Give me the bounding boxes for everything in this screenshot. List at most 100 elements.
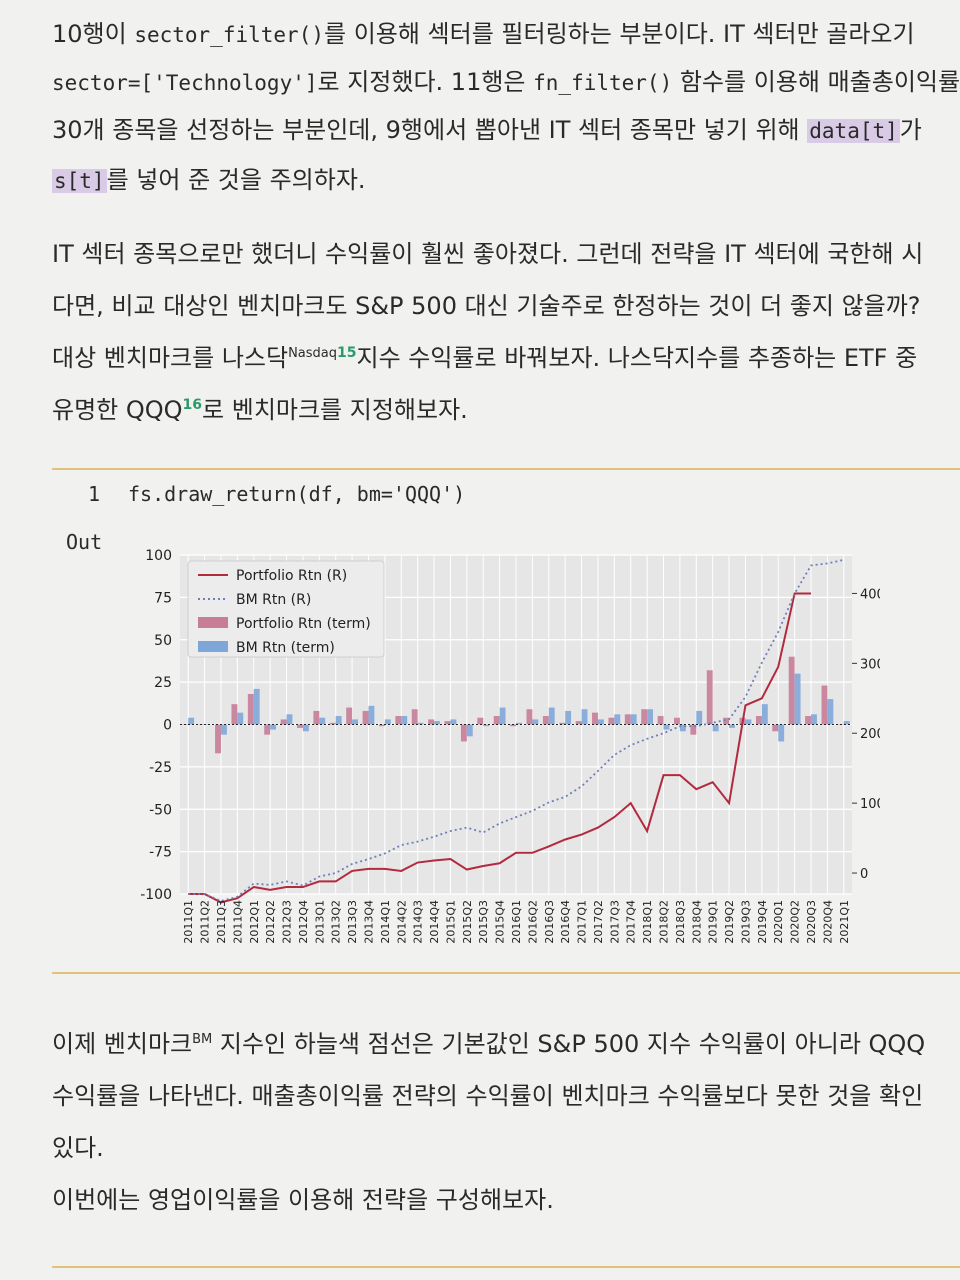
bm-term-bar: [647, 709, 654, 725]
portfolio-term-bar: [346, 707, 353, 725]
bm-term-bar: [319, 717, 326, 725]
bm-term-bar: [237, 712, 244, 725]
x-tick-label: 2014Q2: [395, 900, 408, 944]
x-tick-label: 2017Q2: [592, 900, 605, 944]
x-tick-label: 2011Q1: [182, 900, 195, 944]
y-tick-left: 100: [145, 548, 172, 564]
bm-term-bar: [499, 707, 506, 725]
return-chart: 100 75 50 25 0 -25 -50 -75 -100 400 300 200 100 0 2011…: [140, 548, 880, 944]
y-tick-right: 400: [860, 587, 880, 602]
output-label: Out: [66, 530, 103, 554]
text-span: 로 지정했다. 11행은: [317, 68, 534, 96]
portfolio-term-bar: [231, 704, 238, 725]
code-line: 1 fs.draw_return(df, bm='QQQ'): [88, 482, 465, 506]
x-tick-label: 2013Q2: [330, 900, 343, 944]
portfolio-term-bar: [215, 724, 221, 754]
bm-term-bar: [614, 714, 621, 725]
portfolio-term-bar: [329, 722, 336, 725]
portfolio-term-bar: [624, 714, 631, 725]
page-bottom-rule: [52, 1266, 960, 1268]
x-tick-label: 2017Q1: [576, 900, 589, 944]
bm-term-bar: [188, 717, 195, 725]
text-span: 를 이용해 섹터를 필터링하는 부분이다. IT 섹터만 골라오기: [323, 20, 915, 48]
bm-term-bar: [401, 716, 408, 725]
inline-code-highlight: s[t]: [52, 169, 107, 193]
portfolio-term-bar: [690, 724, 697, 735]
bm-term-bar: [302, 724, 309, 732]
portfolio-term-bar: [608, 717, 615, 725]
x-tick-label: 2016Q1: [510, 900, 523, 944]
portfolio-term-bar: [444, 721, 451, 725]
text-span: 로 벤치마크를 지정해보자.: [202, 396, 468, 424]
portfolio-term-bar: [755, 716, 762, 725]
legend-bar-swatch: [198, 641, 228, 652]
portfolio-return-line: [188, 592, 812, 904]
y-tick-left: 0: [163, 718, 172, 734]
x-tick-label: 2019Q1: [707, 900, 720, 944]
x-tick-label: 2019Q3: [739, 900, 752, 944]
conclusion-line-1: 이제 벤치마크BM 지수인 하늘색 점선은 기본값인 S&P 500 지수 수익…: [52, 1032, 925, 1056]
portfolio-term-bar: [395, 716, 402, 725]
x-tick-label: 2012Q1: [248, 900, 261, 944]
y-tick-left: -50: [149, 802, 172, 818]
x-tick-label: 2016Q4: [559, 900, 572, 944]
bm-term-bar: [729, 724, 735, 728]
bm-term-bar: [483, 724, 490, 727]
bm-term-bar: [450, 719, 457, 725]
inline-code-highlight: data[t]: [807, 119, 900, 143]
portfolio-term-bar: [411, 709, 418, 725]
x-tick-label: 2012Q4: [297, 900, 310, 944]
text-span: 30개 종목을 선정하는 부분인데, 9행에서 뽑아낸 IT 섹터 종목만 넣기…: [52, 116, 808, 144]
bm-term-bar: [663, 724, 670, 730]
x-tick-label: 2011Q2: [199, 900, 212, 944]
line-number: 1: [88, 482, 101, 506]
bm-term-bar: [581, 709, 588, 725]
portfolio-term-bar: [280, 719, 287, 725]
portfolio-term-bar: [674, 717, 680, 725]
x-tick-label: 2014Q1: [379, 900, 392, 944]
text-span: 함수를 이용해 매출총이익률: [672, 68, 960, 96]
bm-term-bar: [417, 722, 424, 725]
portfolio-term-bar: [542, 716, 549, 725]
intro-line-1: 10행이 sector_filter()를 이용해 섹터를 필터링하는 부분이다…: [52, 22, 915, 46]
portfolio-term-bar: [460, 724, 467, 742]
bm-term-bar: [286, 714, 293, 725]
bm-term-bar: [548, 707, 555, 725]
text-span: 를 넣어 준 것을 주의하자.: [106, 166, 366, 194]
footnote-marker: 16: [182, 397, 203, 413]
bm-term-bar: [466, 724, 473, 737]
y-tick-right: 100: [860, 797, 880, 812]
x-tick-label: 2020Q2: [789, 900, 802, 944]
x-tick-label: 2018Q3: [674, 900, 687, 944]
portfolio-term-bar: [297, 724, 303, 728]
legend-label: BM Rtn (R): [236, 592, 311, 608]
x-tick-label: 2013Q1: [313, 900, 326, 944]
x-tick-label: 2014Q3: [412, 900, 425, 944]
bm-term-bar: [597, 719, 604, 725]
code-block-bottom-rule: [52, 972, 960, 974]
superscript: BM: [192, 1032, 213, 1047]
bm-term-bar: [712, 724, 719, 732]
portfolio-term-bar: [772, 724, 779, 732]
portfolio-term-bar: [362, 710, 369, 725]
inline-code: fn_filter(): [533, 71, 673, 95]
portfolio-term-bar: [641, 709, 648, 725]
text-span: 지수 수익률로 바꿔보자. 나스닥지수를 추종하는 ETF 중: [356, 344, 918, 372]
portfolio-term-bar: [805, 716, 812, 725]
next-section-line: 이번에는 영업이익률을 이용해 전략을 구성해보자.: [52, 1186, 554, 1214]
x-tick-label: 2015Q1: [444, 900, 457, 944]
portfolio-term-bar: [559, 722, 566, 725]
bm-term-bar: [384, 719, 391, 725]
text-span: 지수인 하늘색 점선은 기본값인 S&P 500 지수 수익률이 아니라 QQQ: [212, 1030, 926, 1058]
benchmark-line-1: IT 섹터 종목으로만 했더니 수익률이 훨씬 좋아졌다. 그런데 전략을 IT…: [52, 240, 924, 268]
y-tick-left: 75: [154, 590, 172, 606]
text-span: 이제 벤치마크: [52, 1030, 193, 1058]
bm-term-bar: [630, 714, 637, 725]
bm-term-bar: [352, 719, 358, 725]
x-tick-label: 2019Q4: [756, 900, 769, 944]
x-tick-label: 2018Q2: [658, 900, 671, 944]
bm-term-bar: [761, 704, 768, 725]
portfolio-term-bar: [247, 693, 254, 725]
x-tick-label: 2011Q4: [231, 900, 244, 944]
benchmark-line-2: 다면, 비교 대상인 벤치마크도 S&P 500 대신 기술주로 한정하는 것이…: [52, 292, 921, 320]
